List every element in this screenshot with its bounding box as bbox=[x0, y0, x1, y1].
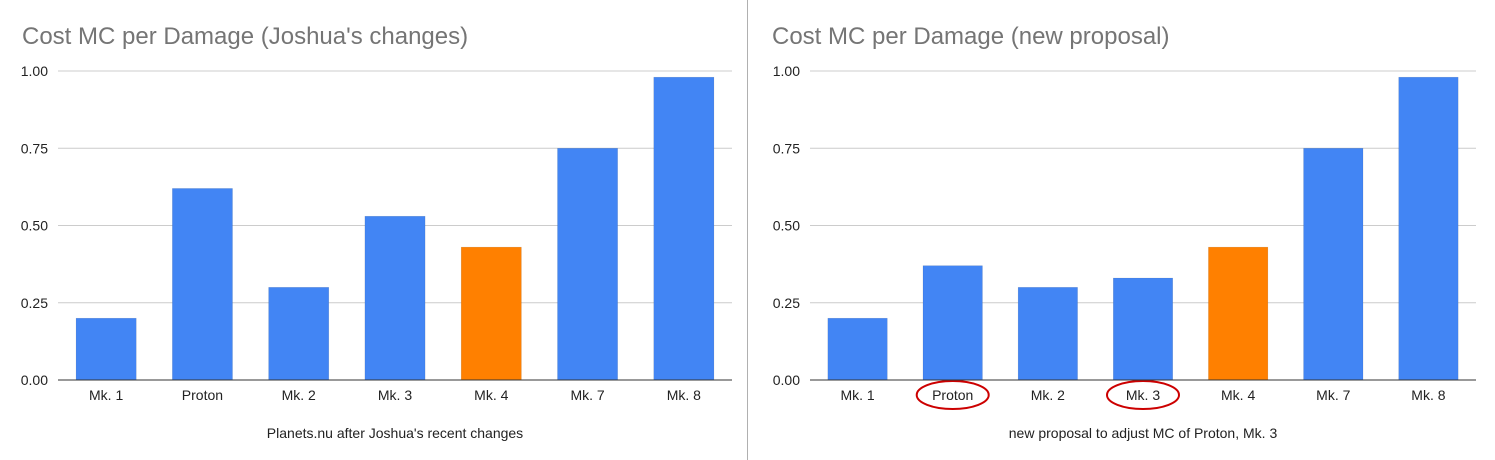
y-tick-label: 1.00 bbox=[21, 63, 48, 79]
bar-mk-3 bbox=[1113, 277, 1173, 381]
y-tick-label: 0.25 bbox=[21, 295, 48, 311]
y-tick-label: 0.50 bbox=[773, 218, 800, 234]
bar-mk-3 bbox=[364, 215, 426, 381]
bar-mk-8 bbox=[1398, 76, 1459, 381]
y-tick-label: 0.75 bbox=[773, 140, 800, 156]
bar-proton bbox=[922, 265, 983, 381]
bar-mk-2 bbox=[268, 287, 330, 381]
chart-title: Cost MC per Damage (new proposal) bbox=[772, 23, 1170, 50]
x-axis-label: new proposal to adjust MC of Proton, Mk.… bbox=[1009, 425, 1278, 441]
x-category-label: Mk. 4 bbox=[474, 387, 508, 403]
bar-mk-4 bbox=[460, 246, 522, 381]
x-category-label: Mk. 2 bbox=[282, 387, 316, 403]
y-tick-label: 0.75 bbox=[21, 140, 48, 156]
x-axis-label: Planets.nu after Joshua's recent changes bbox=[267, 425, 523, 441]
panel-divider bbox=[747, 0, 748, 460]
x-category-label: Proton bbox=[932, 387, 973, 403]
y-tick-label: 0.00 bbox=[21, 372, 48, 388]
y-tick-label: 0.25 bbox=[773, 295, 800, 311]
x-category-label: Mk. 7 bbox=[570, 387, 604, 403]
bar-chart-0: Cost MC per Damage (Joshua's changes) 0.0… bbox=[21, 23, 732, 441]
annotation-circle bbox=[1106, 380, 1180, 410]
x-category-label: Mk. 1 bbox=[840, 387, 874, 403]
bar-mk-4 bbox=[1208, 246, 1269, 381]
x-category-label: Mk. 7 bbox=[1316, 387, 1350, 403]
x-category-label: Mk. 2 bbox=[1031, 387, 1065, 403]
bar-mk-8 bbox=[653, 76, 715, 381]
chart-title: Cost MC per Damage (Joshua's changes) bbox=[22, 23, 468, 50]
bar-mk-1 bbox=[827, 317, 888, 381]
chart-panel-right: Cost MC per Damage (new proposal) 0.00 0.2… bbox=[748, 0, 1495, 460]
x-category-label: Mk. 1 bbox=[89, 387, 123, 403]
annotation-circle bbox=[915, 380, 990, 410]
x-category-label: Mk. 8 bbox=[1411, 387, 1445, 403]
chart-panel-left: Cost MC per Damage (Joshua's changes) 0.0… bbox=[0, 0, 747, 460]
bar-mk-2 bbox=[1017, 287, 1078, 381]
bar-mk-7 bbox=[557, 148, 618, 381]
x-category-label: Mk. 8 bbox=[667, 387, 701, 403]
bar-mk-7 bbox=[1303, 148, 1364, 381]
bar-proton bbox=[172, 188, 233, 381]
x-category-label: Mk. 3 bbox=[1126, 387, 1160, 403]
bar-chart-1: Cost MC per Damage (new proposal) 0.00 0.2… bbox=[772, 23, 1476, 441]
x-category-label: Mk. 4 bbox=[1221, 387, 1255, 403]
y-tick-label: 1.00 bbox=[773, 63, 800, 79]
x-category-label: Mk. 3 bbox=[378, 387, 412, 403]
y-tick-label: 0.50 bbox=[21, 218, 48, 234]
x-category-label: Proton bbox=[182, 387, 223, 403]
y-tick-label: 0.00 bbox=[773, 372, 800, 388]
bar-mk-1 bbox=[75, 317, 137, 381]
